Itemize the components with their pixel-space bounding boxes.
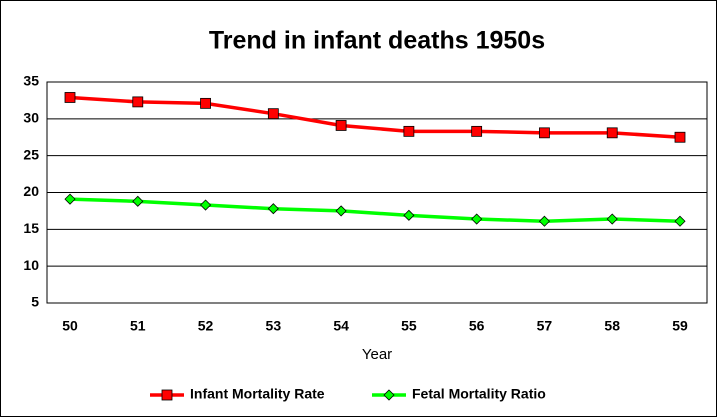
data-point xyxy=(539,127,550,139)
data-point xyxy=(606,213,618,225)
data-point xyxy=(335,120,347,131)
x-tick-label: 59 xyxy=(672,318,688,334)
x-axis-label: Year xyxy=(362,346,392,363)
y-tick-label: 25 xyxy=(23,146,39,162)
x-tick-label: 55 xyxy=(401,318,417,334)
data-point xyxy=(674,215,686,227)
data-point xyxy=(538,215,551,227)
data-point xyxy=(471,125,483,137)
chart-title: Trend in infant deaths 1950s xyxy=(209,27,545,55)
x-tick-label: 54 xyxy=(333,318,349,334)
x-tick-label: 56 xyxy=(469,318,485,334)
data-point xyxy=(335,205,347,217)
x-tick-label: 52 xyxy=(198,318,214,334)
data-point xyxy=(132,96,144,108)
legend-marker xyxy=(161,389,173,401)
y-tick-label: 35 xyxy=(23,73,39,89)
x-tick-label: 53 xyxy=(266,318,282,334)
series-line xyxy=(69,197,681,223)
x-tick-label: 58 xyxy=(604,318,620,334)
data-point xyxy=(64,92,76,103)
data-point xyxy=(267,108,279,120)
data-point xyxy=(200,97,211,109)
y-tick-label: 30 xyxy=(23,110,39,126)
data-point xyxy=(132,195,144,207)
data-point xyxy=(403,125,415,137)
x-tick-label: 57 xyxy=(537,318,553,334)
data-point xyxy=(471,213,483,225)
data-point xyxy=(606,127,618,139)
data-point xyxy=(267,203,279,215)
data-point xyxy=(674,131,686,143)
y-tick-label: 15 xyxy=(23,220,39,236)
data-point xyxy=(64,193,76,205)
y-tick-label: 5 xyxy=(31,294,39,310)
legend-label: Fetal Mortality Ratio xyxy=(412,386,546,402)
y-tick-label: 20 xyxy=(23,183,39,199)
legend-label: Infant Mortality Rate xyxy=(190,386,325,402)
series-line xyxy=(69,95,681,139)
legend-marker xyxy=(383,389,395,401)
x-tick-label: 51 xyxy=(130,318,146,334)
data-point xyxy=(403,209,415,221)
data-point xyxy=(199,199,212,211)
y-tick-label: 10 xyxy=(23,257,39,273)
x-tick-label: 50 xyxy=(62,318,78,334)
